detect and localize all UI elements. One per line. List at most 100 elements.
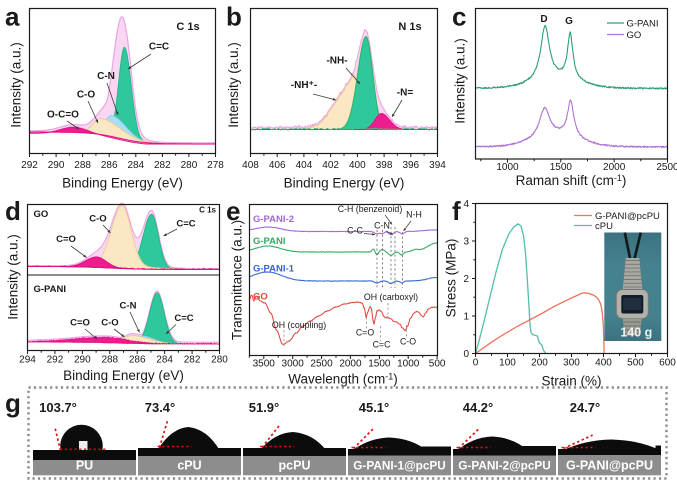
svg-text:3500: 3500 [253,359,276,370]
svg-text:C-C: C-C [347,226,363,236]
svg-text:103.7°: 103.7° [39,400,77,415]
svg-text:24.7°: 24.7° [570,400,601,415]
svg-text:408: 408 [242,160,259,171]
svg-text:Intensity (a.u.): Intensity (a.u.) [9,42,24,128]
svg-text:GO: GO [253,292,268,303]
svg-text:406: 406 [269,160,286,171]
svg-text:2500: 2500 [310,359,333,370]
svg-text:290: 290 [74,355,91,366]
svg-text:1500: 1500 [550,162,573,173]
svg-text:2000: 2000 [603,162,626,173]
svg-text:600: 600 [659,358,676,369]
svg-text:278: 278 [207,160,224,171]
svg-text:G-PANI: G-PANI [34,284,67,295]
svg-text:C-O: C-O [101,318,118,329]
svg-text:G-PANI: G-PANI [253,236,286,247]
svg-text:PU: PU [76,459,93,473]
svg-text:C 1s: C 1s [176,21,199,33]
svg-text:C-N: C-N [97,71,115,82]
svg-text:a: a [5,2,20,32]
svg-text:394: 394 [429,160,446,171]
svg-text:1000: 1000 [397,359,420,370]
svg-text:GO: GO [34,209,49,220]
svg-text:G-PANI-2: G-PANI-2 [253,214,294,225]
svg-text:284: 284 [127,160,144,171]
svg-text:Binding Energy (eV): Binding Energy (eV) [62,176,183,191]
svg-text:288: 288 [74,160,91,171]
svg-text:C-N: C-N [374,221,390,231]
svg-text:140 g: 140 g [620,326,652,340]
svg-text:-NH-: -NH- [326,56,347,67]
svg-text:292: 292 [47,355,64,366]
svg-text:44.2°: 44.2° [463,400,494,415]
svg-text:400: 400 [595,358,612,369]
svg-text:OH (carboxyl): OH (carboxyl) [364,292,418,302]
svg-text:100: 100 [499,358,516,369]
svg-text:N 1s: N 1s [398,21,421,33]
svg-text:C-O: C-O [400,337,416,347]
svg-text:d: d [5,196,21,226]
svg-text:2: 2 [463,274,469,285]
svg-text:402: 402 [322,160,339,171]
svg-text:C=O: C=O [70,318,90,329]
svg-text:C=C: C=C [149,42,169,53]
svg-text:C=O: C=O [356,328,374,338]
svg-text:C=O: C=O [56,234,76,245]
svg-text:286: 286 [101,160,118,171]
svg-text:G-PANI-1: G-PANI-1 [253,264,295,275]
svg-text:cPU: cPU [595,221,613,232]
svg-text:73.4°: 73.4° [145,400,176,415]
svg-text:294: 294 [19,355,36,366]
svg-text:404: 404 [296,160,313,171]
svg-text:282: 282 [154,160,171,171]
svg-text:Binding Energy (eV): Binding Energy (eV) [63,368,184,383]
svg-text:c: c [452,2,466,32]
svg-text:GO: GO [627,30,642,41]
svg-text:C-H (benzenoid): C-H (benzenoid) [338,204,403,214]
svg-text:-N=: -N= [397,88,414,99]
svg-text:Strain (%): Strain (%) [541,374,601,389]
svg-text:282: 282 [184,355,201,366]
svg-text:C-O: C-O [89,214,106,225]
svg-text:4: 4 [463,199,469,210]
svg-text:Wavelength (cm-1): Wavelength (cm-1) [288,372,398,387]
svg-text:396: 396 [402,160,419,171]
svg-text:500: 500 [429,359,446,370]
svg-text:500: 500 [627,358,644,369]
svg-text:C-O: C-O [77,90,96,101]
svg-text:Intensity (a.u.): Intensity (a.u.) [453,38,468,124]
svg-text:g: g [5,388,21,418]
svg-text:C=C: C=C [174,313,193,324]
svg-text:0: 0 [473,358,479,369]
svg-text:280: 280 [211,355,228,366]
svg-text:C=C: C=C [176,219,195,230]
svg-text:400: 400 [349,160,366,171]
svg-text:Intensity (a.u.): Intensity (a.u.) [6,234,21,320]
svg-text:Raman shift (cm-1): Raman shift (cm-1) [516,173,627,188]
svg-text:G-PANI@pcPU: G-PANI@pcPU [566,459,653,473]
svg-text:Intensity (a.u.): Intensity (a.u.) [226,42,241,128]
svg-text:e: e [226,196,240,226]
svg-text:C=C: C=C [373,340,391,350]
svg-text:O-C=O: O-C=O [47,110,79,121]
svg-text:1: 1 [463,312,469,323]
svg-text:cPU: cPU [177,459,201,473]
svg-text:Binding Energy (eV): Binding Energy (eV) [284,176,405,191]
svg-text:398: 398 [376,160,393,171]
svg-text:C-N: C-N [120,301,137,312]
svg-text:G-PANI-2@pcPU: G-PANI-2@pcPU [458,459,551,473]
svg-text:C 1s: C 1s [199,206,216,215]
svg-text:G-PANI: G-PANI [627,19,659,30]
svg-text:292: 292 [21,160,38,171]
svg-text:2500: 2500 [656,162,677,173]
svg-text:284: 284 [156,355,173,366]
svg-text:2000: 2000 [339,359,362,370]
svg-text:0: 0 [463,349,469,360]
svg-text:f: f [452,196,461,226]
svg-text:Transmittance (a.u.): Transmittance (a.u.) [230,220,245,340]
svg-text:OH (coupling): OH (coupling) [272,320,326,330]
svg-text:1000: 1000 [496,162,519,173]
svg-text:D: D [540,14,547,25]
svg-text:b: b [226,2,242,32]
svg-text:290: 290 [48,160,65,171]
